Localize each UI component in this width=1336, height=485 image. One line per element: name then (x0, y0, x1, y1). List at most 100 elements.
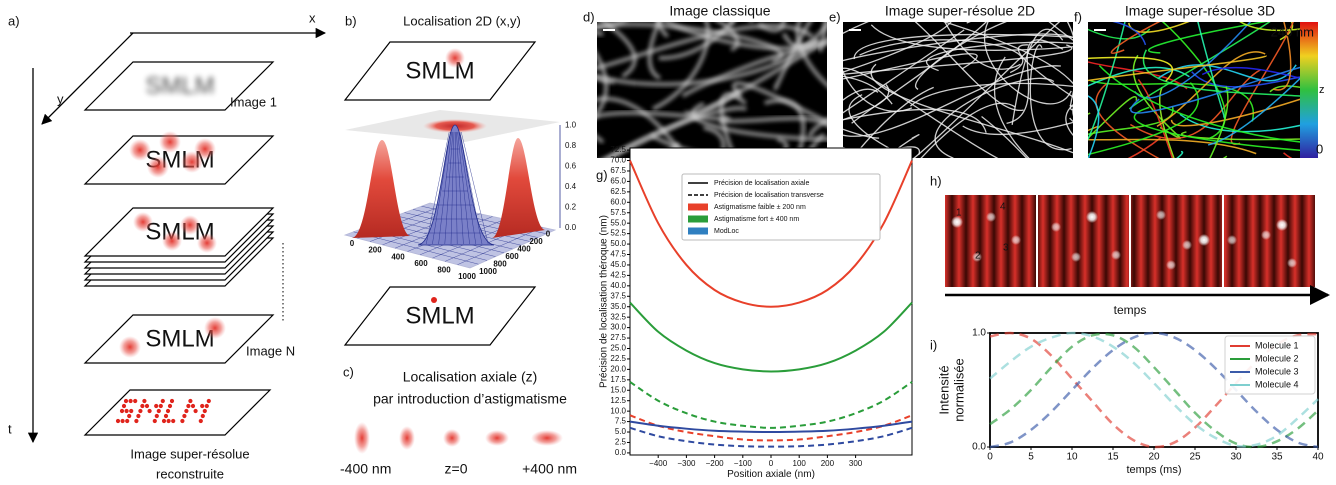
plane-text: SMLM (145, 72, 214, 99)
axis-label: 600 (505, 252, 519, 261)
y-tick-label: 17.5 (610, 375, 626, 384)
filament (1197, 22, 1226, 119)
filament (1133, 106, 1300, 151)
legend-label: Astigmatisme fort ± 400 nm (714, 216, 799, 223)
filament (1127, 136, 1162, 158)
dot (124, 408, 129, 414)
filament (920, 103, 1016, 158)
filament (843, 108, 987, 133)
label: +400 nm (522, 461, 577, 477)
dot (158, 403, 163, 409)
spot (485, 430, 509, 446)
label: h) (930, 173, 942, 188)
molecule-label: 4 (1000, 202, 1006, 213)
molecule (1182, 240, 1192, 250)
filament (843, 75, 893, 105)
axis-label: 0.2 (565, 203, 577, 212)
filament (942, 22, 1073, 85)
filament (795, 22, 827, 88)
x-tick-label: 5 (1028, 452, 1034, 463)
filament (843, 65, 1061, 137)
filament (1088, 125, 1257, 155)
y-tick-label: 35.0 (610, 302, 626, 311)
series-line (989, 331, 1319, 449)
y-tick-label: 30.0 (610, 323, 626, 332)
x-tick-label: 30 (1230, 452, 1242, 463)
mesh (456, 131, 464, 245)
colorbar-label: 240 nm (1271, 24, 1314, 39)
filament (853, 33, 1073, 60)
mesh (444, 131, 453, 245)
y-tick-label: 50.0 (610, 239, 626, 248)
legend-label: Molecule 1 (1255, 340, 1299, 350)
spot (399, 426, 415, 450)
x-tick-label: −200 (706, 459, 725, 468)
label: z=0 (445, 461, 468, 477)
y-tick-label: 40.0 (610, 281, 626, 290)
filament (818, 22, 827, 52)
side-peak (492, 138, 545, 238)
dot (121, 403, 127, 409)
spot (204, 317, 226, 339)
x-tick-label: 0 (769, 459, 774, 468)
axis-label: 1000 (479, 267, 497, 276)
y-tick-label: 72.5 (610, 145, 626, 154)
panel-title: par introduction d’astigmatisme (373, 391, 567, 407)
dot (138, 408, 143, 414)
axis-label: 0.4 (565, 182, 577, 191)
dot (200, 413, 205, 419)
y-tick-label: 42.5 (610, 271, 626, 280)
label: c) (343, 364, 354, 379)
label: Image super-résolue (130, 446, 249, 461)
filament (1048, 22, 1073, 41)
mesh (459, 131, 483, 245)
mesh (450, 131, 455, 245)
y-tick-label: 5.0 (615, 427, 627, 436)
filament (848, 94, 911, 158)
side-peak (352, 140, 410, 238)
colorbar-label: 0 (1316, 141, 1323, 156)
legend (1224, 335, 1316, 395)
filament (843, 44, 1072, 75)
mesh (461, 131, 489, 245)
axis-label: 0.6 (565, 162, 577, 171)
dot (115, 418, 121, 424)
molecule (1086, 211, 1098, 223)
filament (843, 22, 952, 73)
label: i) (930, 337, 937, 352)
filament (1176, 150, 1184, 158)
molecule (1071, 252, 1081, 262)
dot (127, 413, 132, 419)
dot (129, 408, 134, 414)
series-line (629, 381, 913, 429)
filament (962, 121, 1073, 136)
axis-label: 0.0 (565, 223, 577, 232)
dot (198, 418, 203, 424)
legend-label: Molecule 3 (1255, 366, 1299, 376)
molecule (1227, 235, 1237, 245)
filament (914, 22, 1024, 111)
y-tick-label: 0.0 (615, 448, 627, 457)
filament (1017, 44, 1073, 98)
y-axis-label: Intensité (936, 365, 951, 414)
legend-label: Molecule 4 (1255, 379, 1299, 389)
dot (123, 398, 129, 404)
molecule-label: 3 (1003, 243, 1009, 254)
filament (775, 137, 789, 158)
filament (803, 132, 826, 158)
spot (180, 215, 200, 235)
filament (647, 22, 662, 80)
dot (147, 408, 152, 414)
y-tick-label: 47.5 (610, 250, 626, 259)
y-tick-label: 0.0 (972, 442, 986, 453)
spot (531, 430, 563, 446)
y-axis-label: Précision de localisation théroque (nm) (599, 215, 610, 388)
filament (851, 86, 934, 158)
panel-title: Image classique (669, 3, 770, 19)
filament (716, 22, 740, 52)
y-tick-label: 65.0 (610, 177, 626, 186)
dot (166, 418, 171, 424)
filament (1129, 69, 1261, 140)
